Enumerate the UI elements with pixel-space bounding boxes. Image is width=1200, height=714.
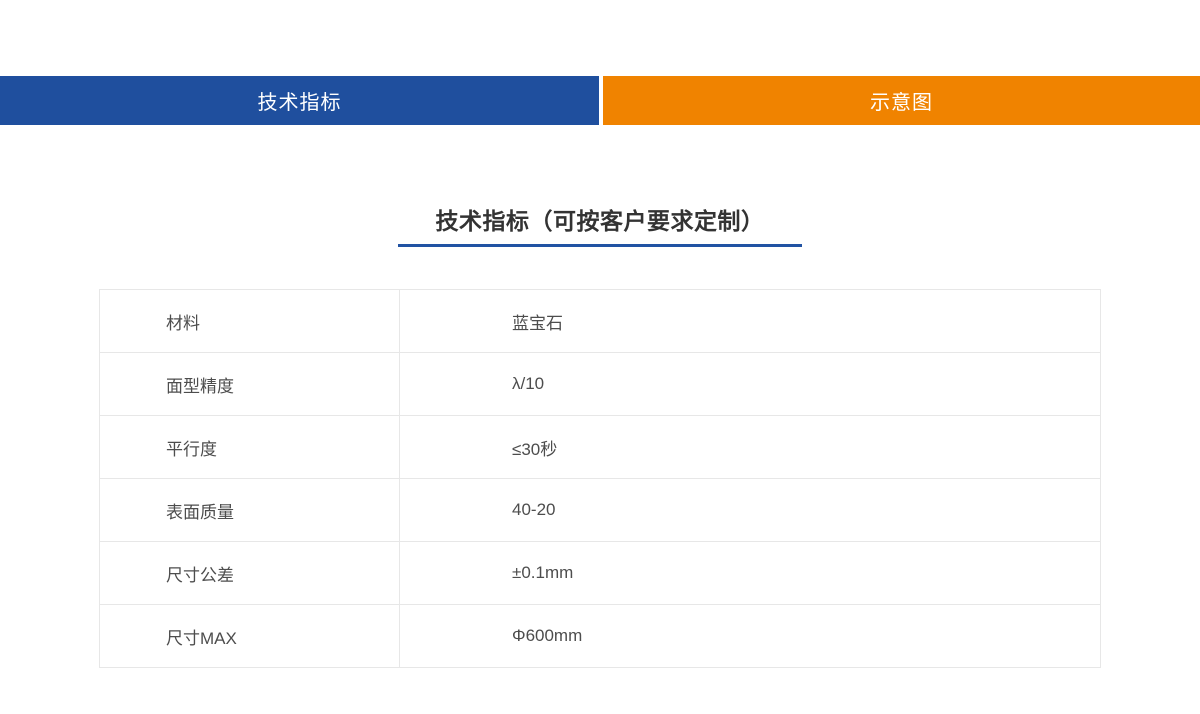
spec-label: 尺寸公差: [99, 541, 400, 605]
spec-label: 尺寸MAX: [99, 604, 400, 668]
spec-value: 蓝宝石: [399, 289, 1101, 353]
spec-table: 材料 蓝宝石 面型精度 λ/10 平行度 ≤30秒 表面质量 40-20 尺寸公…: [99, 289, 1101, 668]
spec-label: 面型精度: [99, 352, 400, 416]
spec-value: λ/10: [399, 352, 1101, 416]
spec-value: ±0.1mm: [399, 541, 1101, 605]
title-underline: [398, 244, 802, 247]
spec-value: Φ600mm: [399, 604, 1101, 668]
spec-label: 表面质量: [99, 478, 400, 542]
section-title: 技术指标（可按客户要求定制）: [435, 208, 765, 234]
table-row: 表面质量 40-20: [99, 478, 1101, 542]
tab-schematic[interactable]: 示意图: [603, 76, 1200, 125]
spec-label: 材料: [99, 289, 400, 353]
table-row: 尺寸MAX Φ600mm: [99, 604, 1101, 668]
tab-bar: 技术指标 示意图: [0, 76, 1200, 125]
table-row: 平行度 ≤30秒: [99, 415, 1101, 479]
spec-value: 40-20: [399, 478, 1101, 542]
table-row: 尺寸公差 ±0.1mm: [99, 541, 1101, 605]
spec-label: 平行度: [99, 415, 400, 479]
table-row: 面型精度 λ/10: [99, 352, 1101, 416]
table-row: 材料 蓝宝石: [99, 289, 1101, 353]
spec-value: ≤30秒: [399, 415, 1101, 479]
tab-tech-specs[interactable]: 技术指标: [0, 76, 599, 125]
